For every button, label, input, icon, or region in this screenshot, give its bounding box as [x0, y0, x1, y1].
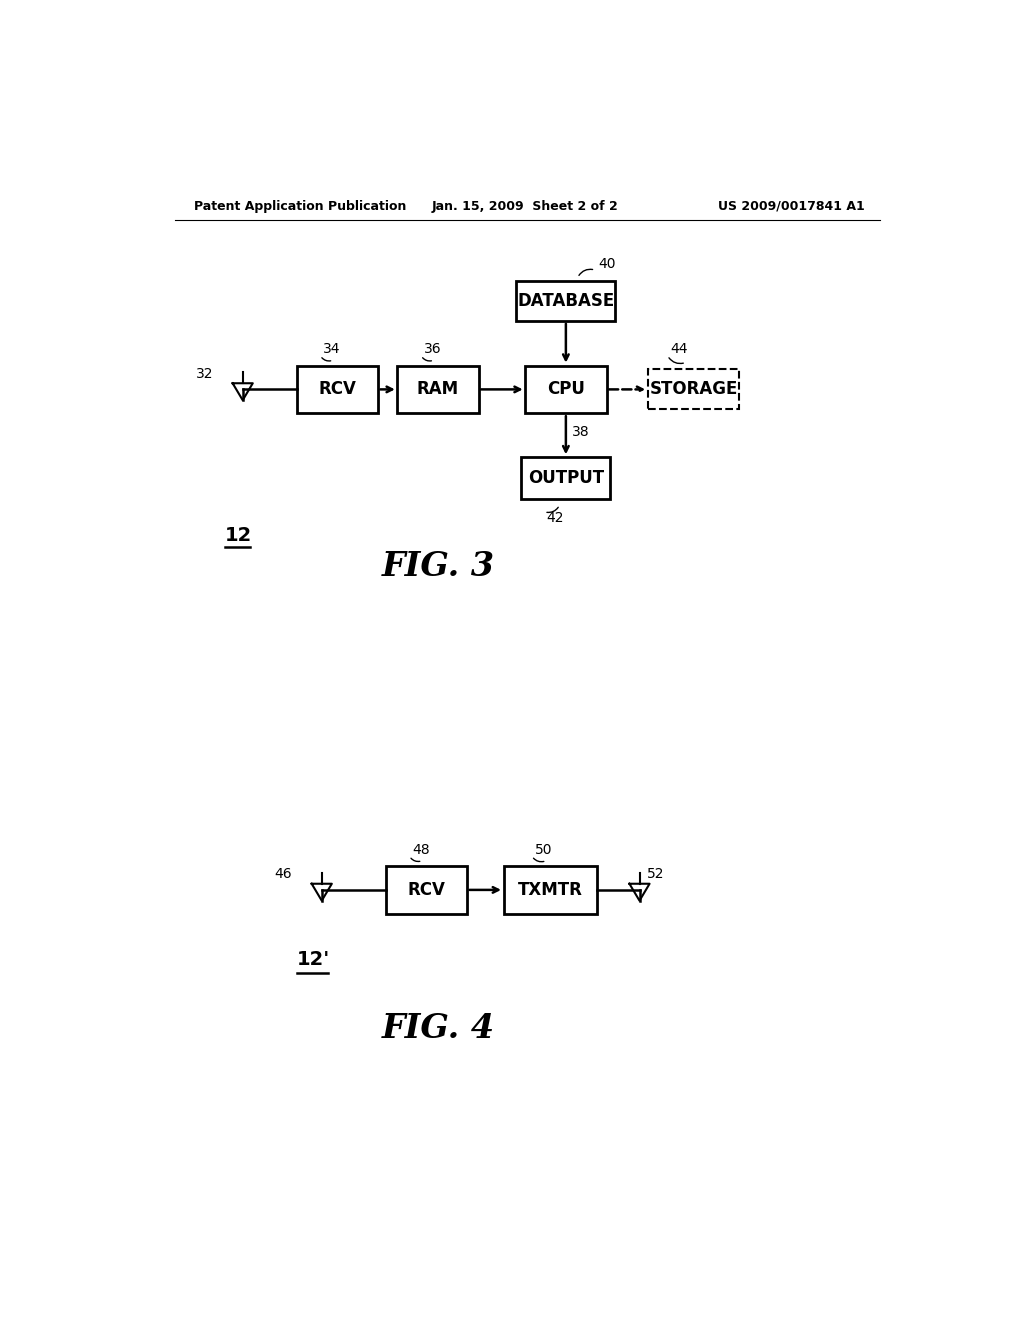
- Text: 36: 36: [424, 342, 441, 356]
- Bar: [521, 457, 610, 499]
- Text: Patent Application Publication: Patent Application Publication: [194, 199, 407, 213]
- Text: 40: 40: [598, 257, 615, 271]
- Text: Jan. 15, 2009  Sheet 2 of 2: Jan. 15, 2009 Sheet 2 of 2: [431, 199, 618, 213]
- Text: 32: 32: [196, 367, 213, 381]
- Text: RCV: RCV: [408, 880, 445, 899]
- Text: 44: 44: [671, 342, 688, 356]
- Text: FIG. 3: FIG. 3: [381, 550, 495, 583]
- Bar: [397, 366, 478, 413]
- Bar: [525, 366, 606, 413]
- Text: 12: 12: [225, 527, 252, 545]
- Text: 48: 48: [413, 843, 430, 857]
- Text: STORAGE: STORAGE: [649, 380, 738, 399]
- Bar: [648, 370, 739, 409]
- Text: 46: 46: [274, 867, 292, 882]
- Text: CPU: CPU: [547, 380, 585, 399]
- Text: TXMTR: TXMTR: [518, 880, 583, 899]
- Text: OUTPUT: OUTPUT: [527, 469, 604, 487]
- Text: 34: 34: [324, 342, 341, 356]
- Bar: [516, 281, 615, 321]
- Text: 42: 42: [547, 511, 564, 525]
- Text: 52: 52: [647, 867, 665, 882]
- Bar: [297, 366, 378, 413]
- Text: RAM: RAM: [417, 380, 459, 399]
- Text: 38: 38: [572, 425, 590, 438]
- Text: 12': 12': [297, 949, 330, 969]
- Text: FIG. 4: FIG. 4: [381, 1012, 495, 1045]
- Bar: [504, 866, 597, 913]
- Bar: [386, 866, 467, 913]
- Text: RCV: RCV: [318, 380, 356, 399]
- Text: DATABASE: DATABASE: [517, 292, 614, 310]
- Text: US 2009/0017841 A1: US 2009/0017841 A1: [718, 199, 864, 213]
- Text: 50: 50: [535, 843, 552, 857]
